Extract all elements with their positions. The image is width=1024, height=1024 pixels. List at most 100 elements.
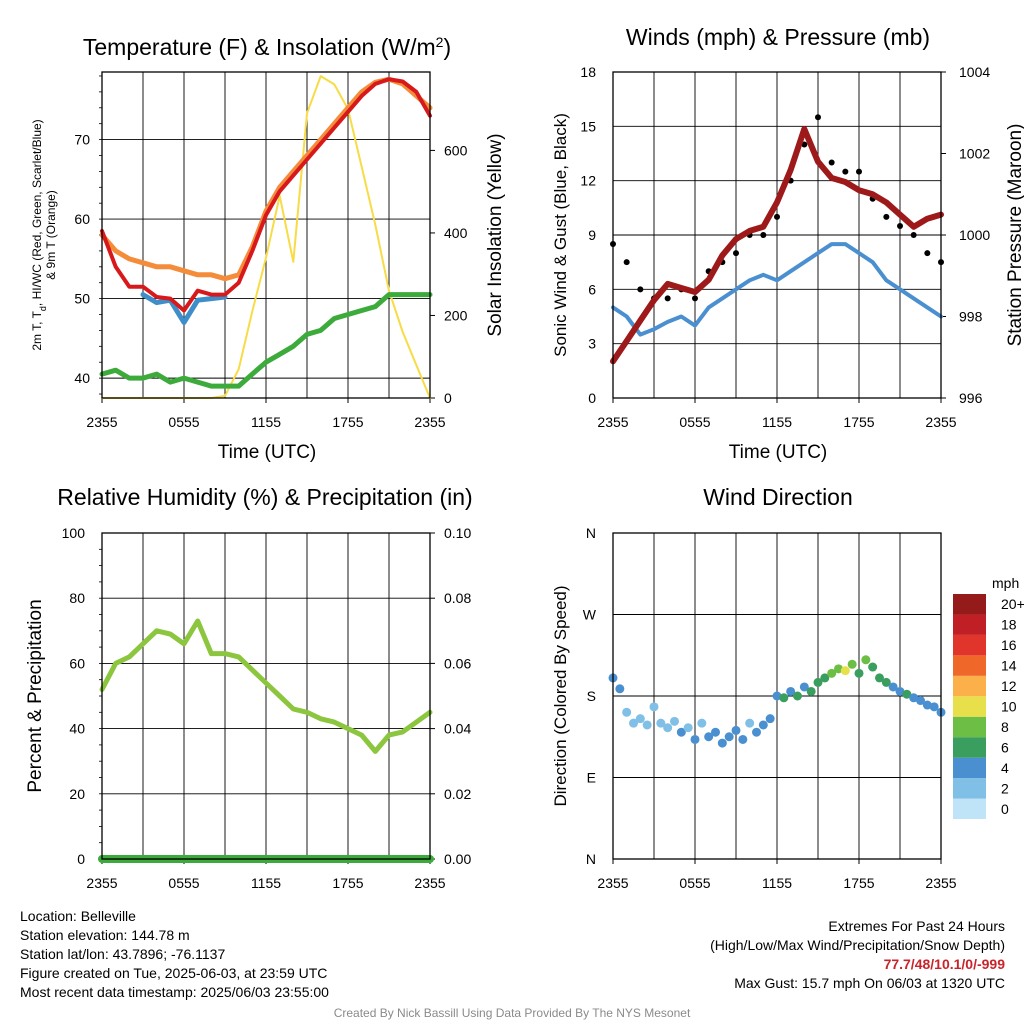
y2-tick-label: 0.00 [444, 851, 471, 867]
y-tick-label: 50 [74, 291, 90, 307]
y2-tick-label: 998 [959, 309, 983, 325]
plot-frame [612, 71, 942, 399]
direction-point [663, 723, 673, 733]
direction-point [752, 727, 761, 737]
direction-point [690, 734, 700, 744]
y2-tick-label: 1000 [959, 227, 990, 243]
colorbar-swatch [953, 675, 986, 697]
direction-point [738, 734, 748, 744]
y-tick-label: 3 [588, 336, 596, 352]
x-tick-label: 0555 [679, 875, 710, 891]
gust-point [774, 213, 780, 220]
station-location: Location: Belleville [20, 908, 136, 924]
direction-point [916, 696, 925, 706]
direction-point [820, 673, 830, 683]
direction-point [670, 716, 679, 726]
y-tick-label: 18 [580, 64, 596, 80]
x-tick-label: 1755 [843, 875, 874, 891]
x-tick-label: 1155 [251, 875, 281, 891]
pressure-line [610, 126, 944, 365]
direction-point [827, 668, 837, 678]
gust-point [883, 213, 890, 220]
figure-created: Figure created on Tue, 2025-06-03, at 23… [20, 965, 328, 981]
chart-title: Temperature (F) & Insolation (W/m2) [83, 34, 451, 60]
direction-point [895, 686, 905, 696]
y2-tick-label: 0.06 [444, 655, 471, 671]
y-tick-label: 70 [74, 132, 90, 148]
direction-point [813, 677, 823, 687]
direction-point [909, 693, 919, 703]
x-tick-label: 1155 [762, 875, 792, 891]
y2-axis-label: Station Pressure (Maroon) [1005, 124, 1024, 347]
direction-point [847, 659, 857, 669]
direction-point [745, 718, 755, 728]
direction-point [772, 691, 782, 701]
extremes-subheading: (High/Low/Max Wind/Precipitation/Snow De… [710, 937, 1005, 953]
direction-point [888, 682, 898, 692]
direction-point [622, 707, 632, 717]
station-info: Location: Belleville Station elevation: … [20, 907, 329, 1002]
direction-point [704, 732, 714, 742]
y-tick-label: 60 [74, 211, 90, 227]
y2-tick-label: 0 [444, 390, 452, 406]
gust-point [692, 295, 698, 302]
colorbar-label: 6 [1001, 739, 1009, 755]
colorbar-label: 2 [1001, 780, 1009, 796]
direction-point [861, 655, 871, 665]
y-tick-label: 40 [74, 370, 90, 386]
colorbar-swatch [953, 594, 986, 615]
direction-point [758, 720, 768, 730]
direction-point [854, 668, 864, 678]
extremes-heading: Extremes For Past 24 Hours [828, 918, 1005, 934]
credit-line: Created By Nick Bassill Using Data Provi… [333, 1006, 691, 1020]
plot-frame [101, 71, 431, 399]
colorbar-label: 16 [1001, 637, 1017, 653]
x-tick-label: 0555 [168, 875, 199, 891]
direction-point [806, 686, 816, 696]
direction-point [642, 720, 652, 730]
dewpoint-line [99, 292, 433, 389]
direction-point [635, 714, 645, 724]
y2-tick-label: 1002 [959, 146, 990, 162]
y2-tick-label: 400 [444, 225, 468, 241]
y2-tick-label: 0.08 [444, 590, 471, 606]
y2-tick-label: 1004 [959, 64, 990, 80]
direction-point [615, 684, 625, 694]
direction-point [629, 718, 638, 728]
colorbar-swatch [953, 778, 986, 799]
direction-point [656, 718, 666, 728]
x-tick-label: 0555 [679, 414, 710, 430]
plot-frame [612, 532, 942, 860]
y-tick-label: 0 [588, 390, 596, 406]
direction-point [711, 727, 720, 737]
gust-point [924, 250, 931, 257]
gust-point [856, 168, 862, 175]
colorbar-title: mph [992, 575, 1019, 591]
colorbar-swatch [953, 655, 986, 676]
station-latlon: Station lat/lon: 43.7896; -76.1137 [20, 946, 226, 962]
chart-title: Winds (mph) & Pressure (mb) [626, 24, 930, 50]
direction-point [799, 682, 809, 692]
y2-tick-label: 600 [444, 142, 468, 158]
colorbar-label: 8 [1001, 719, 1009, 735]
x-tick-label: 1155 [762, 414, 792, 430]
y-tick-label: N [586, 851, 596, 867]
direction-point [929, 702, 939, 712]
humidity-line [99, 618, 433, 754]
colorbar-swatch [953, 716, 986, 738]
direction-point [676, 727, 686, 737]
x-axis-label: Time (UTC) [729, 442, 828, 463]
colorbar-swatch [953, 634, 986, 656]
x-tick-label: 0555 [168, 414, 199, 430]
y2-tick-label: 200 [444, 307, 468, 323]
colorbar-label: 12 [1001, 678, 1017, 694]
colorbar-swatch [953, 737, 986, 758]
gust-point [828, 159, 835, 166]
y-axis-label: Direction (Colored By Speed) [551, 585, 570, 806]
direction-point [786, 686, 796, 696]
y-tick-label: 0 [77, 851, 85, 867]
x-tick-label: 2355 [86, 414, 117, 430]
y2-tick-label: 996 [959, 390, 983, 406]
x-tick-label: 1755 [332, 875, 363, 891]
x-tick-label: 2355 [925, 414, 956, 430]
